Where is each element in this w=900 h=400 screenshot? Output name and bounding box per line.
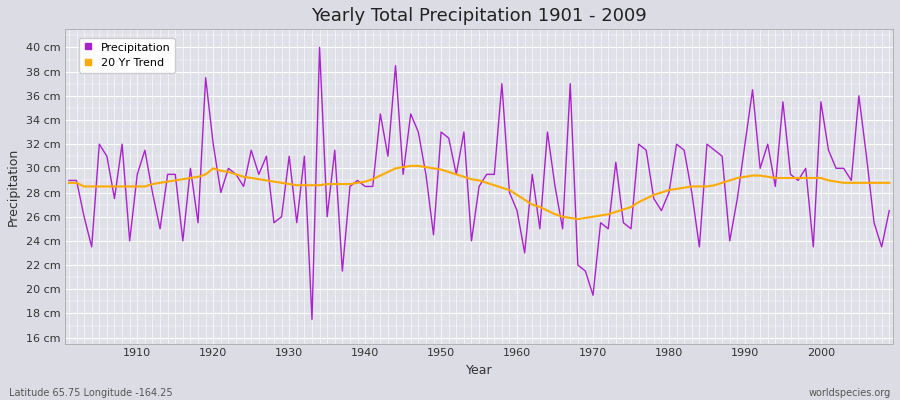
Legend: Precipitation, 20 Yr Trend: Precipitation, 20 Yr Trend bbox=[79, 38, 176, 73]
X-axis label: Year: Year bbox=[466, 364, 492, 377]
Y-axis label: Precipitation: Precipitation bbox=[7, 147, 20, 226]
Text: Latitude 65.75 Longitude -164.25: Latitude 65.75 Longitude -164.25 bbox=[9, 388, 173, 398]
Text: worldspecies.org: worldspecies.org bbox=[809, 388, 891, 398]
Title: Yearly Total Precipitation 1901 - 2009: Yearly Total Precipitation 1901 - 2009 bbox=[311, 7, 647, 25]
